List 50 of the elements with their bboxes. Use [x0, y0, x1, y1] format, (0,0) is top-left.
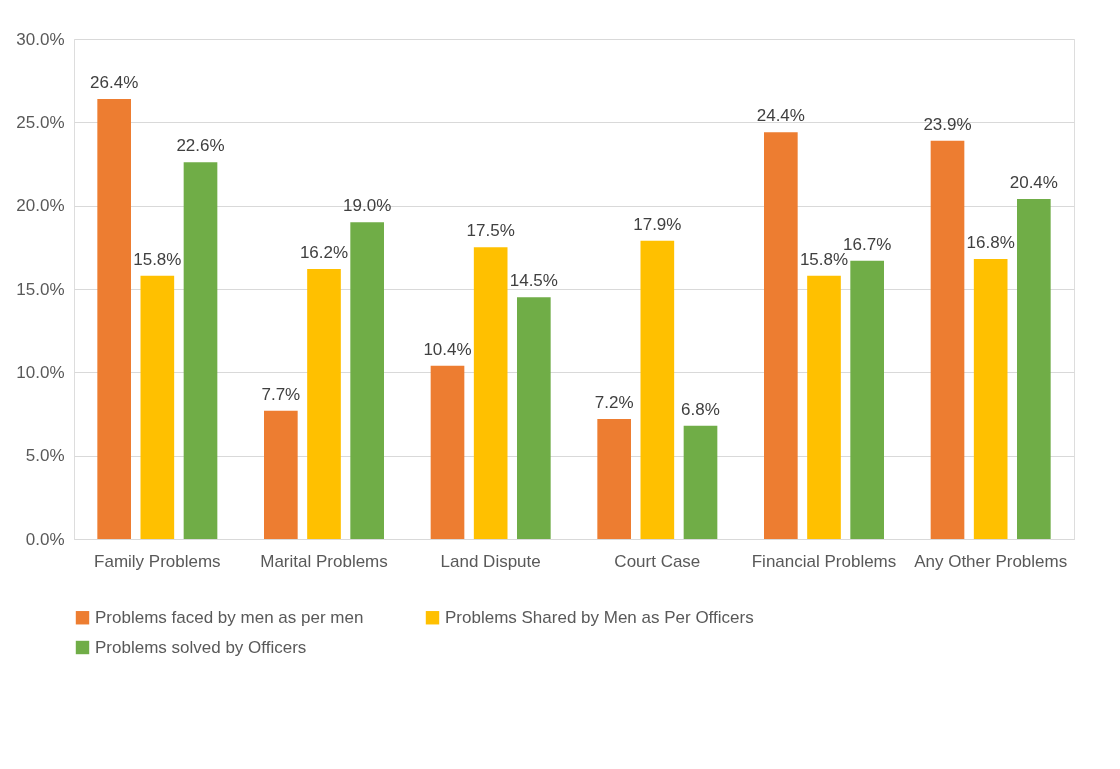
bar — [97, 99, 131, 539]
bar — [350, 222, 384, 539]
bar — [307, 269, 341, 539]
data-label: 22.6% — [176, 136, 225, 156]
bar — [473, 247, 508, 539]
bar — [973, 259, 1008, 539]
data-label: 26.4% — [90, 73, 139, 92]
data-label: 14.5% — [509, 271, 558, 291]
bar — [430, 365, 465, 539]
bar — [597, 419, 631, 539]
data-label: 7.2% — [594, 393, 634, 412]
bar — [1017, 199, 1051, 539]
bar — [930, 140, 965, 539]
y-tick-label: 0.0% — [25, 529, 65, 549]
x-tick-label: Land Dispute — [440, 551, 541, 571]
data-label: 19.0% — [343, 196, 392, 216]
x-tick-label: Family Problems — [94, 551, 221, 571]
data-label: 16.8% — [966, 233, 1015, 252]
x-tick-label: Financial Problems — [751, 551, 897, 571]
y-tick-label: 20.0% — [16, 196, 65, 216]
bar — [764, 132, 798, 539]
bar — [807, 275, 841, 539]
legend-label: Problems solved by Officers — [95, 637, 307, 657]
data-label: 17.9% — [633, 214, 682, 234]
y-tick-label: 5.0% — [25, 446, 65, 466]
y-tick-label: 25.0% — [16, 112, 65, 132]
data-label: 17.5% — [466, 221, 515, 241]
y-tick-label: 30.0% — [16, 29, 65, 49]
bar — [640, 240, 675, 539]
legend-label: Problems Shared by Men as Per Officers — [445, 607, 754, 627]
data-label: 24.4% — [756, 106, 805, 126]
x-tick-label: Marital Problems — [260, 551, 388, 571]
legend-label: Problems faced by men as per men — [95, 607, 364, 627]
data-label: 16.2% — [299, 243, 349, 262]
data-label: 6.8% — [681, 399, 720, 419]
x-tick-label: Any Other Problems — [914, 551, 1068, 571]
y-tick-label: 10.0% — [16, 362, 65, 382]
bar — [140, 275, 175, 539]
bar — [850, 260, 884, 539]
bar — [264, 410, 298, 539]
y-tick-label: 15.0% — [16, 279, 65, 299]
data-label: 20.4% — [1009, 173, 1058, 192]
data-label: 15.8% — [133, 249, 182, 269]
bar — [683, 425, 718, 539]
bar — [517, 297, 551, 539]
x-tick-label: Court Case — [614, 551, 701, 571]
data-label: 23.9% — [923, 114, 972, 134]
data-label: 7.7% — [261, 384, 301, 404]
bar — [183, 162, 218, 539]
data-label: 10.4% — [423, 339, 472, 359]
